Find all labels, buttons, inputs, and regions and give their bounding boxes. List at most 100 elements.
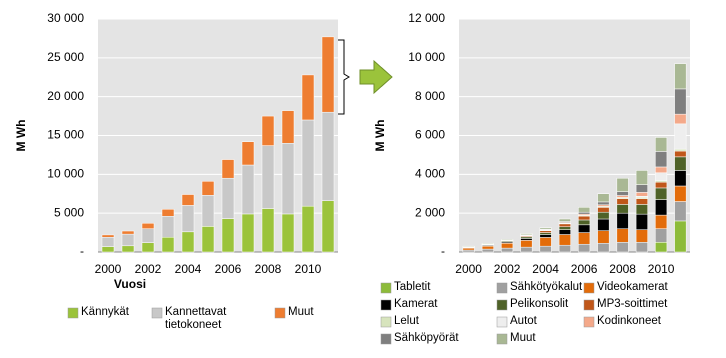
legend-swatch bbox=[496, 282, 508, 294]
legend-label: Kodinkoneet bbox=[597, 315, 661, 327]
bar-segment bbox=[539, 227, 552, 230]
bar-segment bbox=[635, 170, 648, 185]
bar-segment bbox=[635, 229, 648, 243]
legend-swatch bbox=[380, 299, 392, 311]
legend-item: MP3-soittimet bbox=[597, 298, 668, 310]
bar-segment bbox=[201, 195, 215, 227]
bar-segment bbox=[655, 199, 668, 216]
legend-swatch bbox=[151, 307, 163, 319]
bar-segment bbox=[635, 198, 648, 205]
bar-segment bbox=[520, 233, 533, 235]
y-tick-label: 8 000 bbox=[415, 89, 445, 103]
bar-segment bbox=[674, 148, 687, 152]
bar-segment bbox=[558, 226, 571, 230]
bar-segment bbox=[481, 245, 494, 250]
x-tick-label: 2000 bbox=[455, 262, 482, 276]
bar-segment bbox=[616, 212, 629, 229]
bar-segment bbox=[674, 220, 687, 253]
bar-segment bbox=[616, 198, 629, 205]
bar-segment bbox=[539, 230, 552, 233]
bar-segment bbox=[481, 248, 494, 253]
bar-segment bbox=[321, 111, 335, 201]
bar-segment bbox=[578, 215, 591, 221]
bar-segment bbox=[281, 143, 295, 215]
legend-swatch bbox=[583, 299, 595, 311]
bar-segment bbox=[597, 207, 610, 213]
bar-segment bbox=[674, 63, 687, 90]
bar-segment bbox=[501, 247, 514, 253]
bar-segment bbox=[616, 242, 629, 253]
bar-segment bbox=[520, 238, 533, 241]
legend-item: Pelikonsolit bbox=[510, 298, 569, 310]
legend-swatch bbox=[380, 333, 392, 345]
x-tick-label: 2006 bbox=[571, 262, 598, 276]
bar-segment bbox=[241, 141, 255, 166]
legend-label: Kännykät bbox=[81, 306, 129, 318]
legend-label: Muut bbox=[510, 332, 536, 344]
y-tick-label: 20 000 bbox=[47, 89, 84, 103]
bar-segment bbox=[281, 213, 295, 253]
bar-segment bbox=[655, 214, 668, 229]
bar-segment bbox=[281, 110, 295, 144]
bar-segment bbox=[221, 218, 235, 253]
bar-segment bbox=[301, 205, 315, 253]
bar-segment bbox=[201, 181, 215, 196]
bar-segment bbox=[321, 36, 335, 113]
legend-item: Kodinkoneet bbox=[597, 315, 661, 327]
bar-segment bbox=[261, 208, 275, 253]
bar-segment bbox=[321, 200, 335, 253]
x-tick-label: 2010 bbox=[295, 262, 322, 276]
bracket bbox=[338, 39, 350, 115]
bar-segment bbox=[578, 219, 591, 226]
y-tick-label: 15 000 bbox=[47, 128, 84, 142]
bar-segment bbox=[141, 242, 155, 253]
y-tick-label: 10 000 bbox=[408, 50, 445, 64]
legend-item: Tabletit bbox=[394, 281, 430, 293]
bar-segment bbox=[655, 172, 668, 181]
bar-segment bbox=[674, 170, 687, 187]
bar-segment bbox=[655, 181, 668, 189]
arrow bbox=[359, 59, 393, 95]
bar-segment bbox=[674, 156, 687, 171]
bar-segment bbox=[674, 150, 687, 158]
x-axis-title: Vuosi bbox=[114, 277, 146, 291]
legend-item: Kännykät bbox=[81, 306, 129, 318]
legend-swatch bbox=[496, 316, 508, 328]
bar-segment bbox=[597, 201, 610, 206]
bar-segment bbox=[558, 244, 571, 253]
y-tick-label: 25 000 bbox=[47, 50, 84, 64]
bar-segment bbox=[501, 239, 514, 241]
bar-segment bbox=[261, 145, 275, 209]
bar-segment bbox=[674, 201, 687, 222]
bar-segment bbox=[539, 234, 552, 238]
bar-segment bbox=[578, 232, 591, 245]
legend-label: MP3-soittimet bbox=[597, 298, 668, 310]
bar-segment bbox=[221, 159, 235, 179]
bar-segment bbox=[539, 245, 552, 253]
bar-segment bbox=[241, 164, 255, 215]
bar-segment bbox=[597, 243, 610, 253]
legend-item: Sähkötyökalut bbox=[510, 281, 582, 293]
bar-segment bbox=[655, 242, 668, 253]
x-tick-label: 2008 bbox=[609, 262, 636, 276]
bar-segment bbox=[578, 211, 591, 215]
legend-label: Sähköpyörät bbox=[394, 332, 459, 344]
legend-label: Pelikonsolit bbox=[510, 298, 569, 310]
x-tick-label: 2010 bbox=[648, 262, 675, 276]
bar-segment bbox=[578, 207, 591, 213]
legend-label: Muut bbox=[288, 306, 314, 318]
legend-swatch bbox=[274, 307, 286, 319]
bar-segment bbox=[597, 218, 610, 231]
bar-segment bbox=[655, 137, 668, 152]
legend-swatch bbox=[67, 307, 79, 319]
legend-label: Kannettavat tietokoneet bbox=[165, 306, 227, 331]
bar-segment bbox=[161, 216, 175, 238]
bar-segment bbox=[655, 187, 668, 200]
bar-segment bbox=[121, 233, 135, 247]
bar-segment bbox=[674, 88, 687, 115]
bar-segment bbox=[181, 205, 195, 233]
legend-swatch bbox=[583, 282, 595, 294]
bar-segment bbox=[578, 243, 591, 253]
bar-segment bbox=[635, 184, 648, 193]
